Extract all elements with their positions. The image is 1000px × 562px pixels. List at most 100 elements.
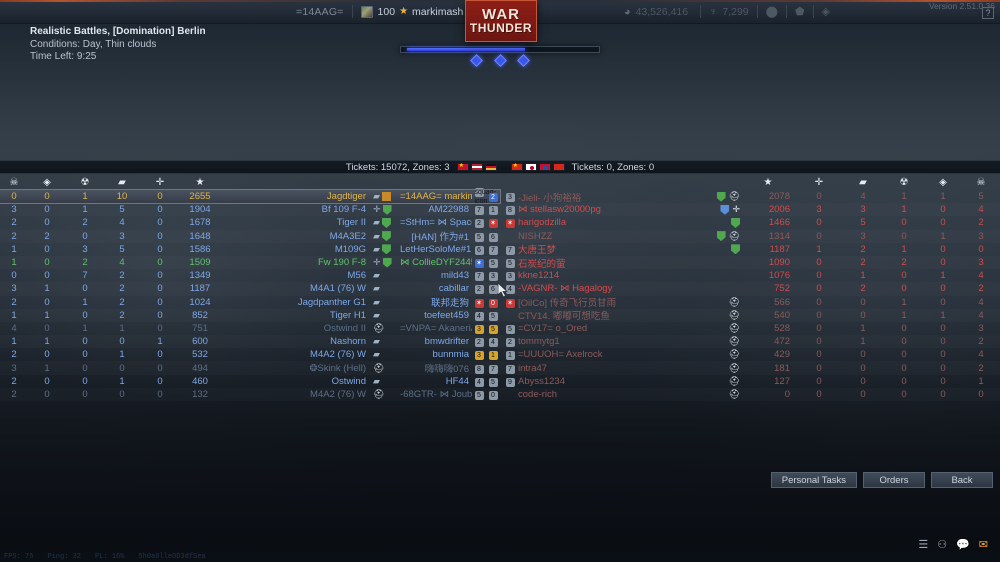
para-icon: ⛑ (373, 362, 385, 373)
air-kills-value: 0 (157, 388, 163, 400)
table-row[interactable]: 3 1 0 2 0 1187 M4A1 (76) W ▰ cabillar 2 6 (0, 282, 500, 295)
vehicle-name: Ostwind (331, 375, 366, 387)
zone-marker-2 (493, 54, 507, 67)
assists-value: 0 (44, 322, 50, 334)
rank-badge: 3 (474, 324, 484, 334)
rank-badge: 3 (505, 272, 515, 282)
rank-badge: 1 (488, 206, 498, 216)
packet-loss-value: PL: 16% (95, 552, 125, 561)
table-row[interactable]: 4 0 1 1 0 751 Ostwind II ⛑ =VNPA= AkaneriAkaitou… (0, 322, 500, 335)
rank-badge: 4 (474, 377, 484, 387)
rank-badge: 4 (505, 285, 515, 295)
air-kills-value: 0 (816, 349, 822, 361)
mail-icon[interactable]: ✉ (978, 539, 988, 551)
table-row[interactable]: 3 kkne1214 1076 0 1 0 1 4 (500, 269, 1000, 282)
avatar[interactable] (360, 5, 373, 18)
table-row[interactable]: 2 0 0 0 0 132 M4A2 (76) W ⛑ -68GTR- ⋈ Joubie2145… (0, 388, 500, 401)
table-row[interactable]: 2 0 2 4 0 1678 Tiger II ▰ =StHm= ⋈ Spacekid10151… (0, 216, 500, 229)
star-icon: ★ (195, 176, 205, 188)
row-icons: ⛑ (700, 231, 740, 242)
wager-icon[interactable]: ◈ (821, 6, 830, 18)
action-buttons: Personal Tasks Orders Back (770, 472, 993, 488)
air-kills-value: 1 (816, 243, 822, 255)
table-row[interactable]: CTV14. 嘟嘟可想吃鱼 ⛑ 540 0 0 1 1 4 (500, 309, 1000, 323)
table-row[interactable]: 0 0 7 2 0 1349 M56 ▰ mild43 7 3 (0, 269, 500, 282)
row-icons: ▰ (370, 191, 400, 202)
table-row[interactable]: 2 2 0 3 0 1648 M4A3E2 ▰ [HAN] 作为#1 5 6 (0, 230, 500, 243)
game-version: Version 2.51.0.36 (928, 1, 995, 11)
orders-button[interactable]: Orders (863, 472, 925, 488)
air-kills-value: 0 (816, 257, 822, 269)
table-row[interactable]: 2 0 0 1 0 532 M4A2 (76) W ▰ bunnmia 3 1 (0, 348, 500, 361)
warbond-icon[interactable]: ⬟ (794, 6, 805, 18)
table-row[interactable]: 1 =UUUOH= Axelrock ⛑ 429 0 0 0 0 4 (500, 348, 1000, 361)
vehicle-name: Bf 109 F-4 (321, 204, 366, 216)
player-name: LetHerSoloMe#1 (400, 243, 472, 255)
captures-value: 0 (901, 283, 907, 295)
kills-value: 1 (978, 375, 984, 387)
table-row[interactable]: 2 0 0 1 0 460 Ostwind ▰ HF44 4 5 (0, 375, 500, 388)
assists-value: 0 (940, 388, 946, 400)
rank-badge-cell: 2 (486, 191, 500, 203)
kills-value: 3 (978, 230, 984, 242)
table-row[interactable]: code-rich ⛑ 0 0 0 0 0 0 (500, 388, 1000, 401)
rank-badge: 2 (474, 338, 484, 348)
table-row[interactable]: 7 大唐王梦 1187 1 2 1 0 0 (500, 243, 1000, 256)
table-row[interactable]: 8 ⋈ stellasw20000pg ✛ 2006 3 3 1 0 4 (500, 203, 1000, 216)
player-nickname[interactable]: markimash (412, 5, 464, 18)
shield-green (716, 231, 726, 242)
air-kills-value: 0 (157, 230, 163, 242)
list-icon[interactable]: ☰ (918, 539, 929, 551)
player-name: 石炭纪的萤 (518, 258, 566, 270)
ground-kills-value: 1 (119, 375, 125, 387)
shield-green (716, 191, 726, 202)
player-name: AM22988 (428, 204, 469, 216)
table-row[interactable]: 7 intra47 ⛑ 181 0 0 0 0 2 (500, 361, 1000, 374)
player-name: =StHm= ⋈ Spacekid1015191 (400, 217, 472, 229)
table-row[interactable]: 1 0 3 5 0 1586 M109G ▰ LetHerSoloMe#1 6 7 (0, 243, 500, 256)
booster-icon[interactable]: ⬤ (765, 6, 778, 18)
score-value: 1904 (189, 204, 211, 216)
golden-eagles-counter[interactable]: ♆ 7,299 (709, 6, 749, 18)
table-row[interactable]: 0 0 1 10 0 2655 Jagdtiger ▰ =14AAG= markimashsqu… (0, 187, 501, 205)
help-icon[interactable]: ? (982, 7, 994, 19)
rank-badge-cell: 7 (500, 363, 516, 374)
table-row[interactable]: 4 -VAGNR- ⋈ Hagalogy 752 0 2 0 0 2 (500, 282, 1000, 295)
table-row[interactable]: 1 1 0 0 1 600 Nashorn ▰ bmwdrifter 2 4 (0, 335, 500, 348)
table-row[interactable]: 3 -Jieli- 小狗裕裕 ⛑ 2078 0 4 1 1 5 (500, 190, 1000, 204)
silver-lions-counter[interactable]: ◕ 43,526,416 (624, 6, 688, 18)
table-row[interactable]: 3 0 1 5 0 1904 Bf 109 F-4 ✛ AM22988 7 1 (0, 203, 500, 216)
table-row[interactable]: 3 1 0 0 0 494 ❂Skink (Hell) ⛑ 嗨嗨嗨076 8 7 (0, 361, 500, 375)
table-row[interactable]: 5 =CV17= o_Ored ⛑ 528 0 1 0 0 3 (500, 322, 1000, 335)
captures-value: 0 (82, 388, 88, 400)
back-button[interactable]: Back (931, 472, 993, 488)
table-row[interactable]: 1 1 0 2 0 852 Tiger H1 ▰ toefeet459 4 5 (0, 309, 500, 322)
table-row[interactable]: 2 tommytg1 ⛑ 472 0 1 0 0 2 (500, 335, 1000, 348)
chat-icon[interactable]: 💬 (956, 539, 970, 551)
rank-badge: 5 (488, 259, 498, 269)
table-row[interactable]: 2 0 1 2 0 1024 Jagdpanther G1 ▰ 联邦走狗 ✶ 0 (0, 296, 500, 309)
rank-badge-cell: 6 (486, 283, 500, 295)
air-kills-value: 0 (816, 322, 822, 334)
captures-value: 0 (901, 322, 907, 334)
table-row[interactable]: 1 0 2 4 0 1509 Fw 190 F-8 ✛ ⋈ CollieDYF2445 ✶ 5 (0, 256, 500, 269)
ground-kills-value: 0 (860, 388, 866, 400)
ground-kills-value: 2 (119, 283, 125, 295)
capture-progress-bar (400, 46, 600, 53)
table-row[interactable]: NISHZZ ⛑ 1314 0 3 0 1 3 (500, 230, 1000, 243)
kills-value: 4 (978, 309, 984, 321)
table-row[interactable]: ✶ [OilCo] 传奇飞行员甘雨 ⛑ 566 0 0 1 0 4 (500, 296, 1000, 309)
silver-lion-icon: ◕ (623, 5, 631, 18)
squad-badge: 2 (472, 336, 486, 348)
personal-tasks-button[interactable]: Personal Tasks (770, 472, 857, 488)
table-row[interactable]: ✶ harigodzilla 1466 0 5 0 0 2 (500, 216, 1000, 229)
table-row[interactable]: 5 石炭纪的萤 1090 0 2 2 0 3 (500, 256, 1000, 270)
score-value: 472 (774, 336, 790, 348)
assists-value: 1 (940, 270, 946, 282)
rank-badge-cell: 5 (486, 376, 500, 387)
air-kills-value: 0 (157, 283, 163, 295)
table-row[interactable]: 9 Abyss1234 ⛑ 127 0 0 0 0 1 (500, 375, 1000, 388)
rank-badge: 1 (505, 351, 515, 361)
tank-icon: ▰ (373, 336, 380, 347)
friends-icon[interactable]: ⚇ (937, 539, 948, 551)
